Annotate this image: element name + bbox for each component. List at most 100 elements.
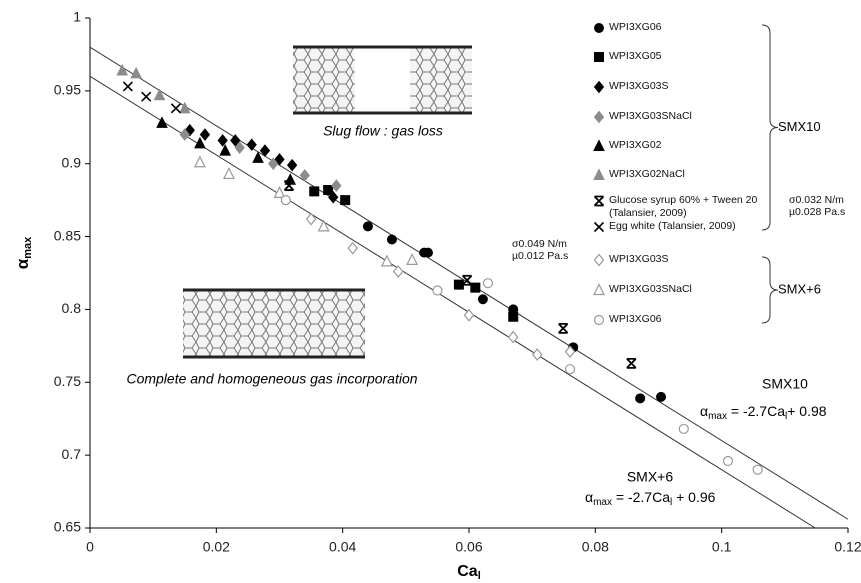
data-point bbox=[635, 393, 646, 404]
data-point bbox=[274, 153, 285, 166]
data-point bbox=[432, 285, 443, 296]
data-point bbox=[463, 308, 475, 322]
fit-line bbox=[89, 75, 816, 529]
property-note: µ0.012 Pa.s bbox=[512, 250, 569, 262]
legend-symbol bbox=[594, 23, 604, 33]
data-point bbox=[531, 348, 543, 362]
homogeneous-illustration bbox=[183, 288, 365, 359]
fit-equation-part: l bbox=[785, 411, 787, 422]
fit-equation-part: + 0.98 bbox=[787, 403, 827, 419]
legend-label: WPI3XG06 bbox=[609, 21, 662, 33]
y-tick-label: 0.8 bbox=[62, 300, 82, 316]
y-tick-label: 0.7 bbox=[62, 446, 82, 462]
y-tick-label: 1 bbox=[73, 9, 81, 25]
fit-equation-part: l bbox=[670, 497, 672, 508]
fit-equation: αmax = -2.7Cal + 0.96 bbox=[585, 489, 716, 508]
legend-label: WPI3XG05 bbox=[609, 50, 662, 62]
data-point bbox=[286, 158, 298, 172]
data-point bbox=[179, 128, 190, 141]
data-point bbox=[347, 241, 359, 255]
x-tick-label: 0.04 bbox=[329, 539, 356, 555]
data-point bbox=[268, 157, 279, 171]
x-tick-label: 0 bbox=[86, 539, 94, 555]
data-point bbox=[507, 330, 519, 344]
x-tick-label: 0.12 bbox=[834, 539, 861, 555]
data-point bbox=[194, 136, 206, 149]
data-point bbox=[230, 134, 241, 147]
legend-label: WPI3XG03SNaCl bbox=[609, 110, 692, 122]
fit-equation-part: max bbox=[708, 411, 727, 422]
fit-name: SMX+6 bbox=[627, 469, 674, 485]
fit-name: SMX10 bbox=[762, 376, 808, 392]
data-point bbox=[386, 234, 397, 245]
y-tick-label: 0.65 bbox=[54, 519, 81, 535]
legend bbox=[593, 23, 605, 326]
data-point bbox=[564, 364, 576, 375]
x-tick-label: 0.02 bbox=[203, 539, 230, 555]
data-point bbox=[362, 221, 373, 232]
data-point bbox=[406, 253, 419, 265]
data-point bbox=[309, 186, 320, 197]
data-point bbox=[116, 63, 129, 76]
data-point bbox=[273, 186, 286, 198]
legend-symbol bbox=[593, 253, 605, 267]
data-point bbox=[380, 254, 393, 267]
x-tick-label: 0.1 bbox=[712, 539, 732, 555]
legend-symbol bbox=[593, 314, 605, 326]
legend-symbol bbox=[593, 110, 605, 124]
slug-flow-illustration bbox=[293, 45, 472, 115]
legend-symbol bbox=[593, 168, 605, 180]
data-point bbox=[283, 180, 295, 191]
group-label: SMX+6 bbox=[778, 281, 821, 296]
data-point bbox=[178, 101, 191, 114]
data-point bbox=[470, 282, 481, 293]
data-point bbox=[678, 423, 689, 435]
legend-label: WPI3XG03S bbox=[609, 253, 669, 265]
y-tick-label: 0.95 bbox=[54, 82, 81, 98]
property-note: σ0.049 N/m bbox=[512, 238, 567, 250]
legend-symbol bbox=[593, 80, 605, 94]
data-point bbox=[328, 190, 339, 204]
legend-label: Glucose syrup 60% + Tween 20 (Talansier,… bbox=[609, 194, 758, 219]
data-point bbox=[184, 123, 195, 137]
legend-label: Egg white (Talansier, 2009) bbox=[609, 220, 736, 232]
data-point bbox=[156, 116, 168, 128]
legend-symbol bbox=[593, 283, 605, 296]
fit-equation-part: = -2.7Ca bbox=[727, 403, 785, 419]
data-point bbox=[722, 455, 734, 467]
data-point bbox=[453, 279, 464, 290]
x-tick-label: 0.08 bbox=[582, 539, 609, 555]
data-point bbox=[259, 144, 271, 157]
data-point bbox=[422, 247, 433, 258]
data-point bbox=[141, 91, 152, 102]
x-tick-label: 0.06 bbox=[455, 539, 482, 555]
fit-equation-part: α bbox=[700, 403, 708, 419]
x-axis-title: Cal bbox=[457, 563, 481, 582]
data-point bbox=[392, 265, 404, 278]
legend-label: WPI3XG03SNaCl bbox=[609, 283, 692, 295]
data-point bbox=[482, 278, 494, 289]
data-point bbox=[234, 141, 245, 154]
y-tick-label: 0.85 bbox=[54, 227, 81, 243]
data-point bbox=[626, 357, 637, 369]
data-point bbox=[305, 212, 317, 226]
legend-label: WPI3XG02NaCl bbox=[609, 168, 685, 180]
data-point bbox=[752, 464, 763, 475]
legend-label: WPI3XG03S bbox=[609, 80, 669, 92]
data-point bbox=[656, 391, 667, 402]
data-point bbox=[219, 143, 231, 156]
data-point bbox=[564, 345, 576, 359]
fit-equation: αmax = -2.7Cal+ 0.98 bbox=[700, 403, 827, 422]
property-note: µ0.028 Pa.s bbox=[789, 206, 846, 218]
caption: Slug flow : gas loss bbox=[323, 123, 443, 139]
y-tick-label: 0.75 bbox=[54, 373, 81, 389]
data-point bbox=[193, 155, 206, 168]
group-label: SMX10 bbox=[778, 119, 821, 134]
property-note: σ0.032 N/m bbox=[789, 194, 844, 206]
data-point bbox=[477, 294, 488, 305]
data-point bbox=[461, 274, 473, 286]
data-point bbox=[122, 81, 133, 92]
data-point bbox=[222, 167, 235, 180]
